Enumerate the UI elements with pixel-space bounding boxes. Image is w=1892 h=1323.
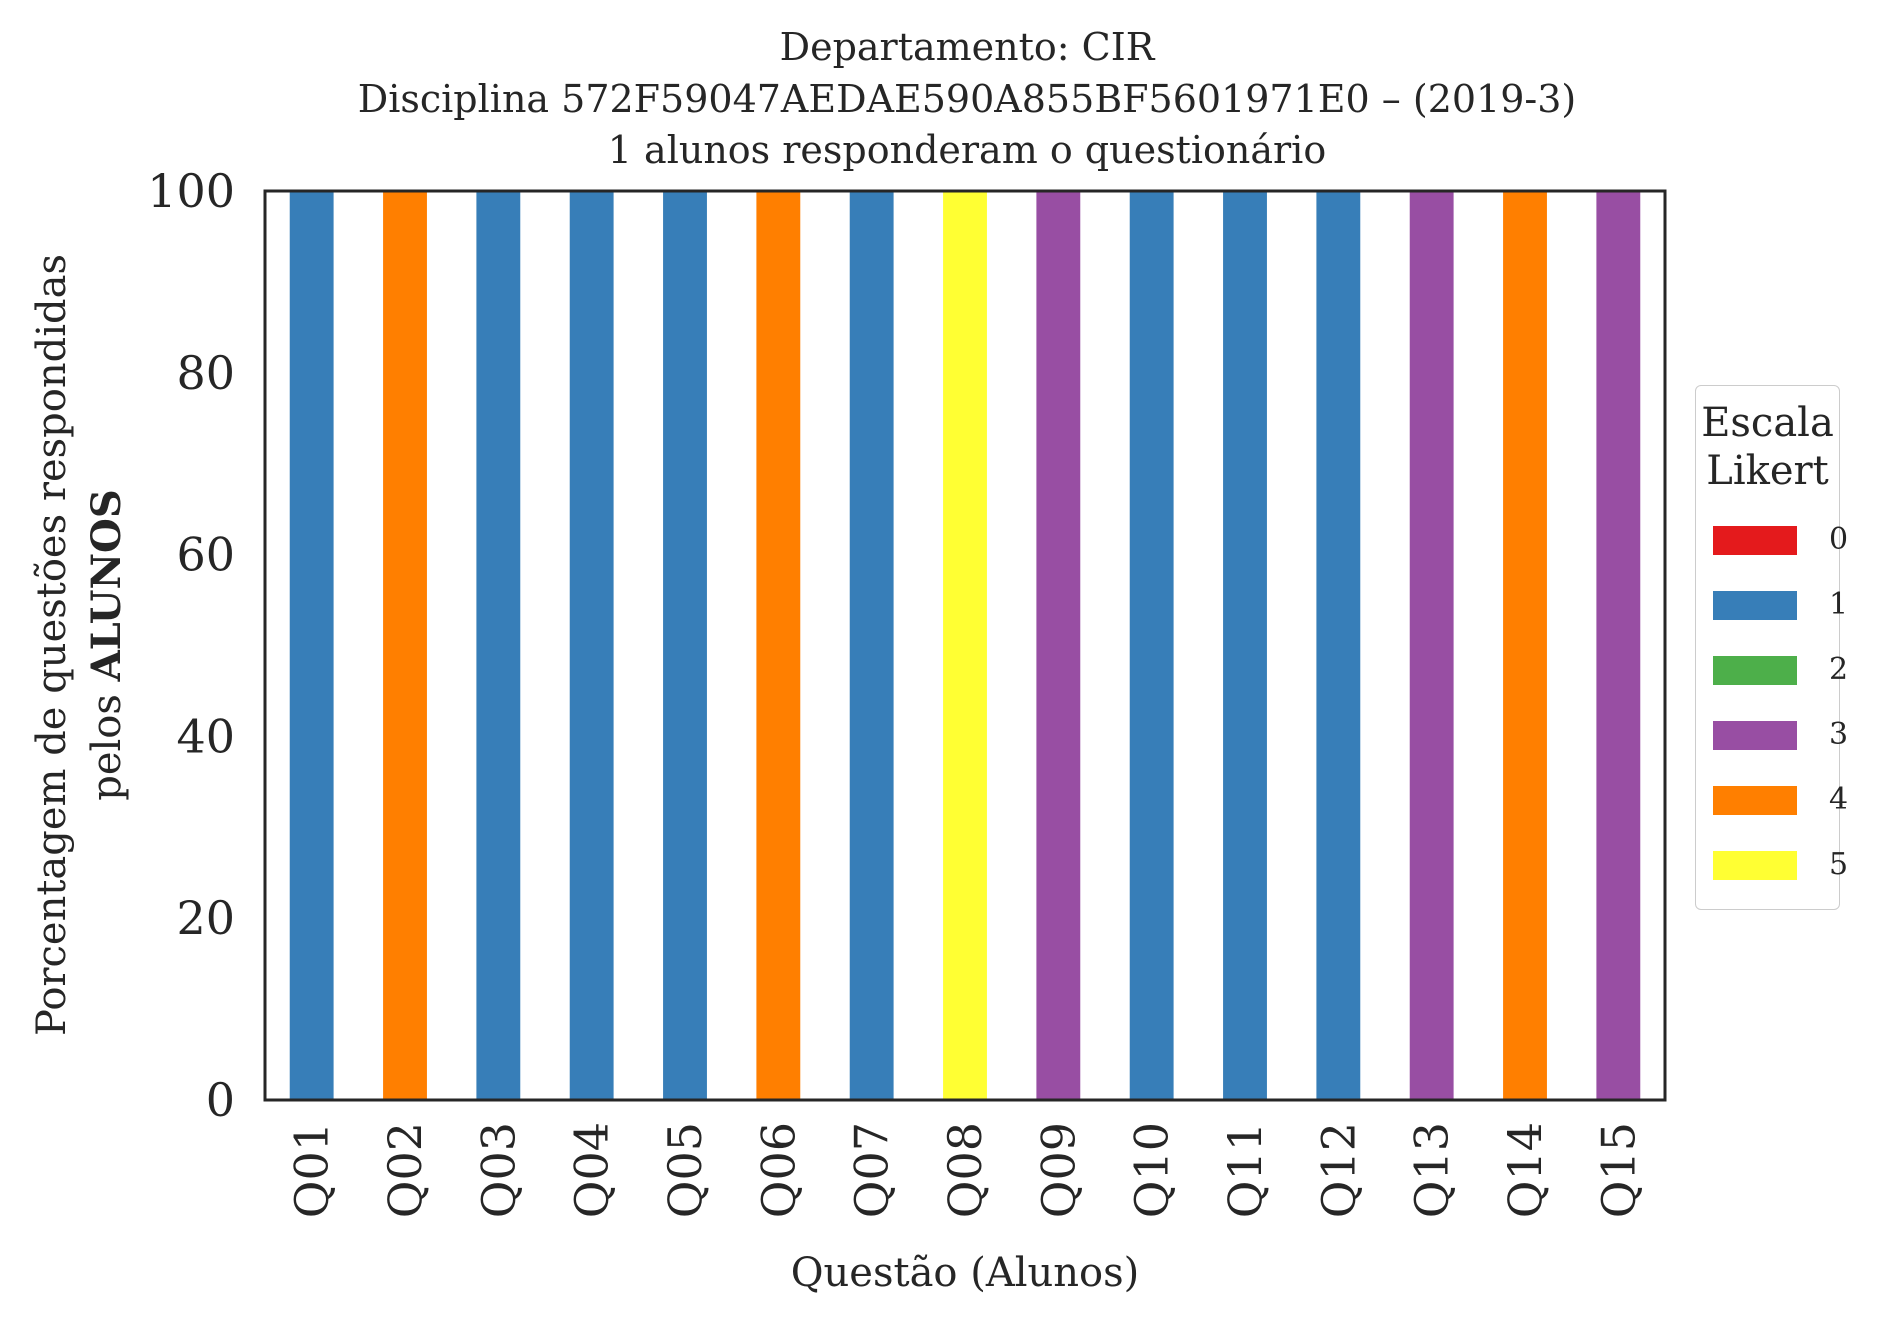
x-tick-label-q02: Q02 bbox=[378, 1122, 432, 1218]
legend-swatch-4 bbox=[1713, 786, 1797, 815]
x-tick-label-q14: Q14 bbox=[1498, 1122, 1552, 1218]
legend-item-5: 5 bbox=[1713, 848, 1848, 882]
bar-q07 bbox=[849, 191, 894, 1100]
x-tick-label-q12: Q12 bbox=[1311, 1122, 1365, 1218]
y-axis-label-line-1: Porcentagem de questões respondidas bbox=[29, 254, 75, 1036]
bar-q09 bbox=[1036, 191, 1081, 1100]
y-axis-label: Porcentagem de questões respondidas pelo… bbox=[29, 254, 130, 1036]
bar-q06 bbox=[756, 191, 801, 1100]
plot-area-frame bbox=[263, 189, 1667, 1102]
x-tick-label-q06: Q06 bbox=[751, 1122, 805, 1218]
x-tick-label-q10: Q10 bbox=[1125, 1122, 1179, 1218]
legend-item-4: 4 bbox=[1713, 783, 1848, 817]
y-tick-label-100: 100 bbox=[147, 164, 235, 218]
x-tick-label-q13: Q13 bbox=[1405, 1122, 1459, 1218]
bar-q02 bbox=[383, 191, 427, 1100]
x-tick-label-q05: Q05 bbox=[658, 1122, 712, 1218]
y-axis-label-prefix: pelos bbox=[84, 681, 130, 800]
legend-swatch-0 bbox=[1713, 526, 1797, 555]
legend-label-5: 5 bbox=[1829, 847, 1849, 882]
bar-q08 bbox=[943, 191, 987, 1100]
x-tick-label-q09: Q09 bbox=[1031, 1122, 1085, 1218]
legend-title-line-2: Likert bbox=[1706, 448, 1829, 494]
bar-q10 bbox=[1129, 191, 1174, 1100]
bar-q11 bbox=[1223, 191, 1267, 1100]
bar-q13 bbox=[1409, 191, 1454, 1100]
legend-label-0: 0 bbox=[1829, 522, 1849, 557]
y-axis-ticks: 0 20 40 60 80 100 bbox=[147, 164, 235, 1127]
legend-swatch-1 bbox=[1713, 591, 1797, 620]
legend-swatch-5 bbox=[1713, 851, 1797, 880]
bar-q03 bbox=[476, 191, 521, 1100]
bar-q05 bbox=[663, 191, 707, 1100]
y-tick-label-20: 20 bbox=[176, 891, 235, 945]
bars-layer bbox=[289, 191, 1641, 1100]
x-tick-label-q01: Q01 bbox=[285, 1122, 339, 1218]
bar-q12 bbox=[1316, 191, 1361, 1100]
y-axis-label-bold: ALUNOS bbox=[83, 489, 130, 682]
bar-q15 bbox=[1596, 191, 1641, 1100]
y-tick-label-60: 60 bbox=[176, 528, 235, 582]
y-tick-label-40: 40 bbox=[176, 709, 235, 763]
x-axis-ticks: Q01 Q02 Q03 Q04 Q05 Q06 Q07 Q08 Q09 Q10 Q11 Q12 Q13 Q… bbox=[285, 1122, 1646, 1218]
x-tick-label-q04: Q04 bbox=[565, 1122, 619, 1218]
bar-q14 bbox=[1503, 191, 1547, 1100]
chart-title-line-2: Disciplina 572F59047AEDAE590A855BF560197… bbox=[358, 77, 1577, 121]
legend-label-4: 4 bbox=[1829, 782, 1849, 817]
legend-label-2: 2 bbox=[1829, 652, 1849, 687]
legend-title-line-1: Escala bbox=[1701, 400, 1834, 446]
x-tick-label-q07: Q07 bbox=[845, 1122, 899, 1218]
bar-q04 bbox=[569, 191, 614, 1100]
chart-title-line-3: 1 alunos responderam o questionário bbox=[608, 128, 1326, 172]
x-tick-label-q03: Q03 bbox=[471, 1122, 525, 1218]
y-axis-label-line-2: pelos ALUNOS bbox=[83, 489, 130, 801]
bar-q01 bbox=[289, 191, 334, 1100]
x-tick-label-q08: Q08 bbox=[938, 1122, 992, 1218]
legend-label-3: 3 bbox=[1829, 717, 1849, 752]
y-tick-label-0: 0 bbox=[206, 1073, 235, 1127]
x-axis-label: Questão (Alunos) bbox=[791, 1250, 1140, 1296]
legend-swatch-2 bbox=[1713, 656, 1797, 685]
legend-item-1: 1 bbox=[1713, 588, 1848, 622]
y-tick-label-80: 80 bbox=[176, 346, 235, 400]
x-tick-label-q11: Q11 bbox=[1218, 1122, 1272, 1218]
legend-label-1: 1 bbox=[1829, 587, 1849, 622]
legend-swatch-3 bbox=[1713, 721, 1797, 750]
legend-item-0: 0 bbox=[1713, 523, 1848, 557]
legend: Escala Likert 0 1 2 3 4 5 bbox=[1695, 385, 1848, 910]
legend-item-3: 3 bbox=[1713, 718, 1848, 752]
legend-item-2: 2 bbox=[1713, 653, 1848, 687]
chart-title-line-1: Departamento: CIR bbox=[780, 25, 1156, 69]
x-tick-label-q15: Q15 bbox=[1591, 1122, 1645, 1218]
legend-title: Escala Likert bbox=[1696, 399, 1839, 495]
